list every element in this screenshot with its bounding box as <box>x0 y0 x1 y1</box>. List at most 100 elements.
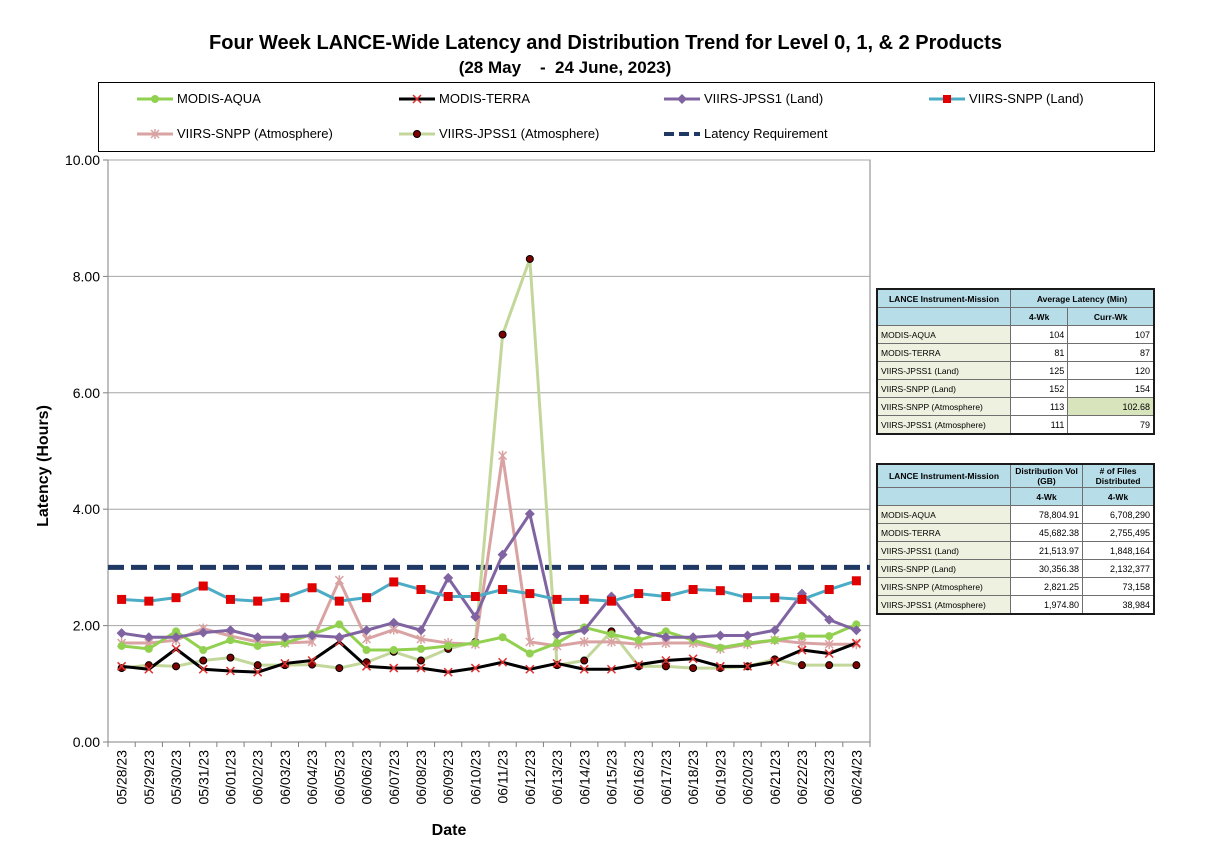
row-vol: 2,821.25 <box>1009 577 1084 596</box>
legend-swatch <box>664 93 700 104</box>
data-point-modis-aqua <box>416 644 425 653</box>
table-row: MODIS-TERRA 45,682.38 2,755,495 <box>876 523 1155 542</box>
data-point-viirs-snpp-land <box>225 594 235 604</box>
data-point-viirs-jpss1-atmosphere <box>416 656 425 665</box>
row-curr: 87 <box>1067 343 1155 362</box>
dist-subheader-files: 4-Wk <box>1082 487 1155 506</box>
x-tick-label: 06/02/23 <box>250 750 266 805</box>
data-point-modis-aqua <box>335 620 344 629</box>
table-row: VIIRS-SNPP (Atmosphere) 2,821.25 73,158 <box>876 577 1155 596</box>
data-point-viirs-snpp-land <box>688 585 698 595</box>
data-point-modis-terra <box>307 655 317 666</box>
legend-swatch <box>399 129 435 138</box>
row-4wk: 111 <box>1009 415 1069 435</box>
data-point-modis-terra <box>552 658 562 668</box>
x-tick-label: 06/19/23 <box>712 750 728 805</box>
data-point-modis-terra <box>661 655 671 666</box>
table-row: MODIS-AQUA 78,804.91 6,708,290 <box>876 505 1155 524</box>
data-point-viirs-snpp-land <box>498 585 508 595</box>
row-vol: 1,974.80 <box>1009 595 1084 615</box>
data-point-viirs-jpss1-land <box>470 611 481 622</box>
row-4wk: 152 <box>1009 379 1069 398</box>
row-name: VIIRS-SNPP (Land) <box>876 379 1011 398</box>
data-point-viirs-snpp-land <box>416 585 426 595</box>
table-row: VIIRS-JPSS1 (Atmosphere) 1,974.80 38,984 <box>876 595 1155 615</box>
row-4wk: 125 <box>1009 361 1069 380</box>
table-row: VIIRS-SNPP (Land) 152 154 <box>876 379 1155 398</box>
legend-swatch <box>137 94 173 103</box>
legend-item-latency-requirement: Latency Requirement <box>664 126 828 141</box>
legend-swatch <box>137 128 173 139</box>
data-point-viirs-jpss1-land <box>116 628 127 639</box>
row-vol: 21,513.97 <box>1009 541 1084 560</box>
legend-item-viirs-snpp-atmosphere: VIIRS-SNPP (Atmosphere) <box>137 126 333 141</box>
data-point-viirs-jpss1-atmosphere <box>226 653 235 662</box>
row-files: 1,848,164 <box>1082 541 1155 560</box>
row-files: 6,708,290 <box>1082 505 1155 524</box>
legend-item-modis-aqua: MODIS-AQUA <box>137 91 261 106</box>
legend-label: VIIRS-JPSS1 (Atmosphere) <box>439 126 600 141</box>
data-point-viirs-snpp-atmosphere <box>606 636 616 647</box>
dist-header-vol: Distribution Vol (GB) <box>1009 463 1084 488</box>
data-point-viirs-jpss1-atmosphere <box>172 662 181 671</box>
series-line-modis-aqua <box>121 622 857 656</box>
data-point-viirs-snpp-land <box>552 594 562 604</box>
table-row: VIIRS-SNPP (Land) 30,356.38 2,132,377 <box>876 559 1155 578</box>
legend-label: VIIRS-JPSS1 (Land) <box>704 91 824 106</box>
series-line-modis-terra <box>121 640 857 674</box>
x-tick-label: 06/22/23 <box>794 750 810 805</box>
data-point-viirs-jpss1-atmosphere <box>689 664 698 673</box>
latency-subheader-curr: Curr-Wk <box>1067 307 1155 326</box>
y-tick-label: 4.00 <box>73 501 100 517</box>
y-tick-label: 8.00 <box>73 268 100 284</box>
x-tick-label: 06/06/23 <box>359 750 375 805</box>
row-curr: 79 <box>1067 415 1155 435</box>
data-point-modis-aqua <box>498 633 507 642</box>
data-point-viirs-snpp-land <box>389 577 399 587</box>
data-point-modis-aqua <box>280 639 289 648</box>
x-axis-label: Date <box>432 822 467 839</box>
legend-label: MODIS-AQUA <box>177 91 261 106</box>
data-point-modis-terra <box>498 657 508 667</box>
data-point-modis-terra <box>470 663 480 673</box>
y-axis-label: Latency (Hours) <box>35 405 52 527</box>
x-tick-label: 06/17/23 <box>658 750 674 805</box>
dist-header-name: LANCE Instrument-Mission <box>876 463 1011 488</box>
data-point-modis-terra <box>525 664 535 674</box>
x-tick-label: 06/16/23 <box>631 750 647 805</box>
table-row: VIIRS-JPSS1 (Atmosphere) 111 79 <box>876 415 1155 435</box>
data-point-viirs-snpp-land <box>661 592 671 601</box>
data-point-modis-terra <box>416 663 426 673</box>
y-tick-label: 0.00 <box>73 734 100 750</box>
x-tick-label: 06/11/23 <box>495 750 511 804</box>
data-point-modis-aqua <box>743 639 752 648</box>
data-point-viirs-snpp-land <box>117 594 127 604</box>
plot-area <box>107 159 871 743</box>
latency-subheader-4wk: 4-Wk <box>1009 307 1069 326</box>
data-point-viirs-jpss1-atmosphere <box>852 661 861 670</box>
data-point-viirs-snpp-land <box>171 593 181 603</box>
data-point-modis-aqua <box>172 627 181 636</box>
x-tick-label: 06/23/23 <box>821 750 837 805</box>
legend-label: MODIS-TERRA <box>439 91 530 106</box>
data-point-viirs-jpss1-land <box>279 632 290 643</box>
data-point-modis-terra <box>280 658 290 668</box>
data-point-viirs-snpp-land <box>525 589 535 599</box>
data-point-viirs-jpss1-land <box>334 632 345 643</box>
data-point-modis-aqua <box>852 620 861 629</box>
data-point-modis-aqua <box>253 641 262 650</box>
table-row: VIIRS-JPSS1 (Land) 125 120 <box>876 361 1155 380</box>
data-point-modis-terra <box>824 649 834 659</box>
x-tick-label: 06/09/23 <box>440 750 456 805</box>
data-point-viirs-snpp-land <box>362 593 372 603</box>
legend-label: VIIRS-SNPP (Land) <box>969 91 1084 106</box>
latency-header-name: LANCE Instrument-Mission <box>876 288 1011 308</box>
data-point-viirs-jpss1-land <box>824 614 835 625</box>
data-point-modis-terra <box>851 638 861 648</box>
series-line-viirs-snpp-land <box>121 579 857 603</box>
data-point-viirs-snpp-land <box>715 586 725 596</box>
row-name: MODIS-TERRA <box>876 523 1011 542</box>
legend-item-viirs-snpp-land: VIIRS-SNPP (Land) <box>929 91 1084 106</box>
data-point-viirs-jpss1-land <box>660 632 671 643</box>
data-point-viirs-jpss1-atmosphere <box>498 330 507 339</box>
